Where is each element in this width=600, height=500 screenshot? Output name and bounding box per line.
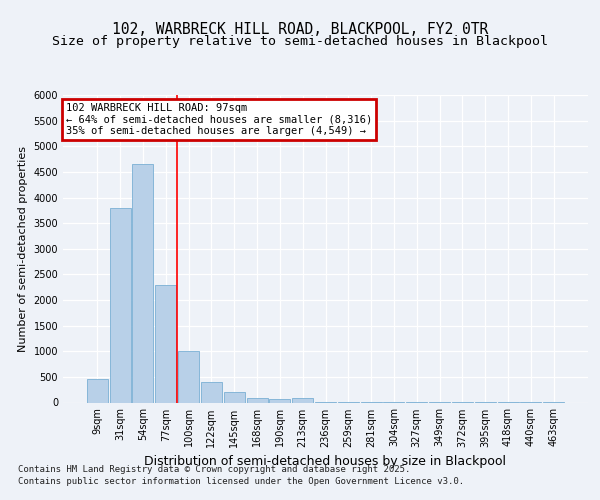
Y-axis label: Number of semi-detached properties: Number of semi-detached properties — [18, 146, 28, 352]
Text: Size of property relative to semi-detached houses in Blackpool: Size of property relative to semi-detach… — [52, 35, 548, 48]
Bar — [110, 208, 131, 402]
Text: 102 WARBRECK HILL ROAD: 97sqm
← 64% of semi-detached houses are smaller (8,316)
: 102 WARBRECK HILL ROAD: 97sqm ← 64% of s… — [65, 102, 372, 136]
X-axis label: Distribution of semi-detached houses by size in Blackpool: Distribution of semi-detached houses by … — [145, 455, 506, 468]
Bar — [224, 392, 245, 402]
Bar — [269, 400, 290, 402]
Text: Contains public sector information licensed under the Open Government Licence v3: Contains public sector information licen… — [18, 476, 464, 486]
Bar — [247, 398, 268, 402]
Bar — [292, 398, 313, 402]
Text: Contains HM Land Registry data © Crown copyright and database right 2025.: Contains HM Land Registry data © Crown c… — [18, 466, 410, 474]
Bar — [133, 164, 154, 402]
Bar — [178, 351, 199, 403]
Text: 102, WARBRECK HILL ROAD, BLACKPOOL, FY2 0TR: 102, WARBRECK HILL ROAD, BLACKPOOL, FY2 … — [112, 22, 488, 38]
Bar — [201, 382, 222, 402]
Bar — [87, 380, 108, 402]
Bar — [155, 284, 176, 403]
